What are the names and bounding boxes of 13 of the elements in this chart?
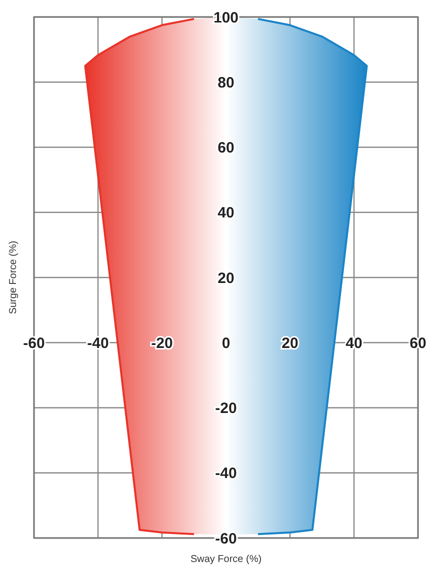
y-tick-label: 80 [218,74,234,92]
x-tick-label: -40 [87,334,109,352]
y-tick-label: -20 [215,400,237,417]
y-tick-label: -40 [215,465,237,482]
x-tick-label: 20 [282,334,298,352]
y-tick-label: 20 [218,270,234,287]
y-tick-label: 60 [218,140,234,156]
x-tick-label: 0 [222,334,230,352]
y-tick-label: 40 [218,204,234,222]
x-axis-title: Sway Force (%) [190,554,262,565]
x-tick-label: 40 [346,334,362,352]
x-tick-label: -20 [151,334,173,352]
y-axis-title: Surge Force (%) [8,240,19,314]
